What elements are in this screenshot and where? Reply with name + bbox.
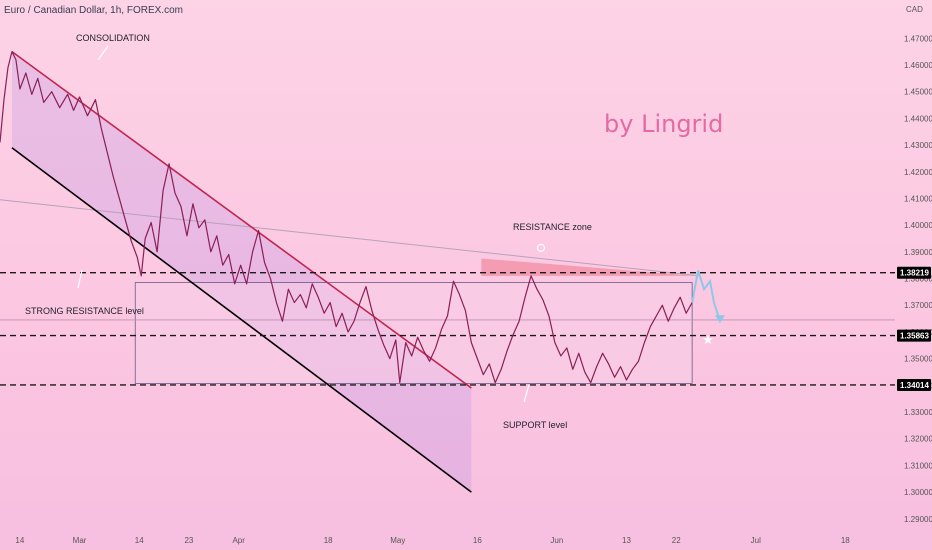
price-series-0	[0, 51, 693, 384]
x-tick-label: Mar	[73, 536, 87, 545]
x-tick-label: 13	[622, 536, 631, 545]
currency-label: CAD	[906, 5, 923, 14]
x-tick-label: Jun	[550, 536, 563, 545]
range-box	[134, 282, 693, 384]
annotation-arrow-icon	[97, 45, 109, 61]
projection-arrow-icon	[714, 315, 725, 324]
x-tick-label: Apr	[232, 536, 245, 545]
price-label: 1.38219	[900, 269, 929, 278]
annotation-resistance-zone: RESISTANCE zone	[513, 222, 592, 232]
x-tick-label: May	[390, 536, 405, 545]
annotation-arrow-icon	[77, 269, 83, 289]
y-tick-label: 1.46000	[904, 61, 932, 70]
annotation-strong-resistance: STRONG RESISTANCE level	[25, 306, 144, 316]
price-label-box	[897, 266, 931, 279]
y-tick-label: 1.32000	[904, 435, 932, 444]
channel-upper-line	[11, 50, 472, 389]
price-label-box	[897, 378, 931, 391]
price-label: 1.34014	[900, 381, 929, 390]
x-tick-label: 23	[184, 536, 193, 545]
y-tick-label: 1.33000	[904, 408, 932, 417]
y-tick-label: 1.31000	[904, 461, 932, 470]
channel-fill	[11, 51, 472, 493]
y-tick-label: 1.39000	[904, 248, 932, 257]
x-tick-label: 14	[135, 536, 144, 545]
annotation-consolidation: CONSOLIDATION	[76, 33, 150, 43]
y-tick-label: 1.44000	[904, 114, 932, 123]
annotation-arrow-icon	[523, 384, 530, 403]
x-tick-label: Jul	[751, 536, 761, 545]
long-trendline	[0, 199, 701, 277]
y-tick-label: 1.47000	[904, 34, 932, 43]
x-tick-label: 16	[473, 536, 482, 545]
channel-lower-line	[11, 147, 472, 493]
chart-title: Euro / Canadian Dollar, 1h, FOREX.com	[4, 5, 183, 16]
resistance-zone	[481, 258, 697, 276]
price-label-box	[897, 329, 931, 342]
y-tick-label: 1.38000	[904, 275, 932, 284]
price-label: 1.35863	[900, 332, 929, 341]
y-tick-label: 1.43000	[904, 141, 932, 150]
y-tick-label: 1.42000	[904, 168, 932, 177]
x-tick-label: 18	[324, 536, 333, 545]
x-tick-label: 22	[672, 536, 681, 545]
y-tick-label: 1.30000	[904, 488, 932, 497]
y-tick-label: 1.40000	[904, 221, 932, 230]
watermark: by Lingrid	[604, 110, 724, 138]
target-star-icon: ★	[702, 333, 714, 348]
y-tick-label: 1.29000	[904, 515, 932, 524]
projection-path	[691, 270, 721, 322]
annotation-support: SUPPORT level	[503, 420, 568, 430]
resistance-circle-icon	[536, 243, 546, 252]
y-tick-label: 1.37000	[904, 301, 932, 310]
y-tick-label: 1.45000	[904, 88, 932, 97]
y-tick-label: 1.41000	[904, 194, 932, 203]
x-tick-label: 14	[15, 536, 24, 545]
x-tick-label: 18	[841, 536, 850, 545]
y-tick-label: 1.35000	[904, 355, 932, 364]
